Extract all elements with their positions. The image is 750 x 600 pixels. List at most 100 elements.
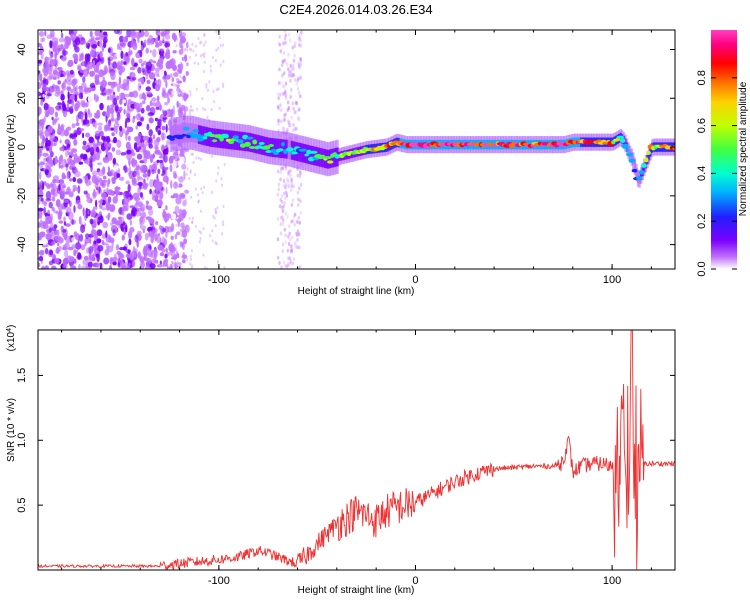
noise-blob (122, 36, 126, 42)
noise-blob (217, 166, 220, 170)
noise-blob (129, 72, 133, 79)
noise-blob (184, 189, 190, 194)
noise-blob (109, 264, 113, 269)
noise-blob (85, 214, 89, 219)
ridge-halo (248, 132, 251, 152)
noise-blob (290, 244, 293, 249)
noise-blob (291, 261, 294, 266)
noise-blob (89, 118, 93, 124)
noise-blob (154, 228, 158, 234)
noise-blob (138, 30, 143, 37)
noise-blob (176, 250, 178, 254)
noise-blob (135, 51, 141, 59)
noise-blob (41, 197, 44, 202)
noise-blob (125, 253, 131, 258)
noise-blob (169, 58, 176, 68)
noise-blob (101, 207, 107, 211)
noise-blob (281, 59, 285, 64)
noise-blob (276, 192, 280, 197)
noise-blob (116, 139, 122, 149)
noise-blob (279, 198, 282, 202)
noise-blob (110, 118, 115, 122)
noise-blob (133, 142, 138, 151)
ridge-halo (180, 124, 184, 143)
noise-blob (277, 255, 280, 260)
ridge-core (248, 146, 256, 149)
noise-blob (278, 34, 281, 39)
snr-x-axis-title: Height of straight line (km) (298, 585, 415, 596)
noise-blob (205, 85, 208, 89)
noise-blob (118, 92, 124, 100)
noise-blob (157, 34, 161, 41)
noise-blob (131, 177, 137, 185)
noise-blob (162, 258, 170, 267)
ridge-halo (193, 124, 196, 143)
noise-blob (178, 49, 184, 55)
noise-blob (38, 250, 45, 256)
noise-blob (190, 152, 193, 156)
noise-blob (159, 50, 162, 56)
noise-blob (80, 244, 86, 251)
noise-blob (287, 171, 290, 176)
noise-blob (62, 264, 68, 269)
noise-blob (97, 58, 100, 63)
noise-blob (56, 105, 59, 110)
noise-blob (120, 152, 127, 156)
noise-blob (169, 244, 175, 253)
noise-blob (287, 184, 290, 189)
noise-blob (48, 85, 55, 93)
noise-blob (211, 239, 214, 243)
noise-blob (194, 225, 197, 229)
noise-blob (39, 171, 42, 180)
ridge-halo (300, 143, 303, 162)
noise-blob (107, 88, 114, 94)
noise-blob (146, 79, 151, 85)
noise-blob (98, 125, 103, 132)
noise-blob (95, 68, 99, 74)
noise-blob (291, 63, 295, 68)
noise-blob (286, 264, 289, 269)
noise-blob (99, 177, 103, 185)
ridge-core (621, 143, 629, 149)
noise-blob (38, 142, 41, 147)
noise-blob (215, 48, 218, 52)
noise-blob (48, 227, 52, 233)
noise-blob (139, 221, 142, 228)
noise-blob (199, 157, 202, 161)
noise-blob (70, 265, 77, 269)
noise-blob (51, 265, 57, 269)
noise-blob (284, 90, 287, 95)
noise-blob (280, 265, 283, 269)
noise-blob (82, 140, 87, 146)
noise-blob (186, 62, 189, 67)
noise-blob (299, 171, 302, 176)
noise-blob (287, 170, 290, 175)
noise-blob (51, 207, 55, 212)
noise-blob (289, 261, 292, 266)
ridge-halo (273, 138, 276, 158)
noise-blob (148, 138, 152, 143)
noise-blob (38, 207, 44, 212)
noise-blob (143, 178, 146, 184)
noise-blob (165, 205, 168, 211)
noise-blob (159, 182, 163, 190)
spectrogram-y-axis-title: Frequency (Hz) (6, 115, 17, 184)
noise-blob (199, 231, 202, 235)
noise-blob (76, 157, 82, 162)
ridge-core (291, 151, 298, 155)
noise-blob (87, 261, 93, 268)
noise-blob (180, 156, 185, 162)
noise-blob (177, 102, 182, 110)
ridge-core (323, 156, 332, 160)
ridge-core (638, 170, 645, 175)
noise-blob (198, 229, 201, 233)
noise-blob (129, 254, 134, 261)
noise-blob (218, 36, 221, 40)
noise-blob (175, 39, 179, 47)
noise-blob (283, 227, 286, 232)
noise-blob (123, 61, 127, 65)
noise-blob (156, 235, 162, 244)
noise-blob (38, 181, 41, 187)
noise-blob (137, 132, 142, 141)
